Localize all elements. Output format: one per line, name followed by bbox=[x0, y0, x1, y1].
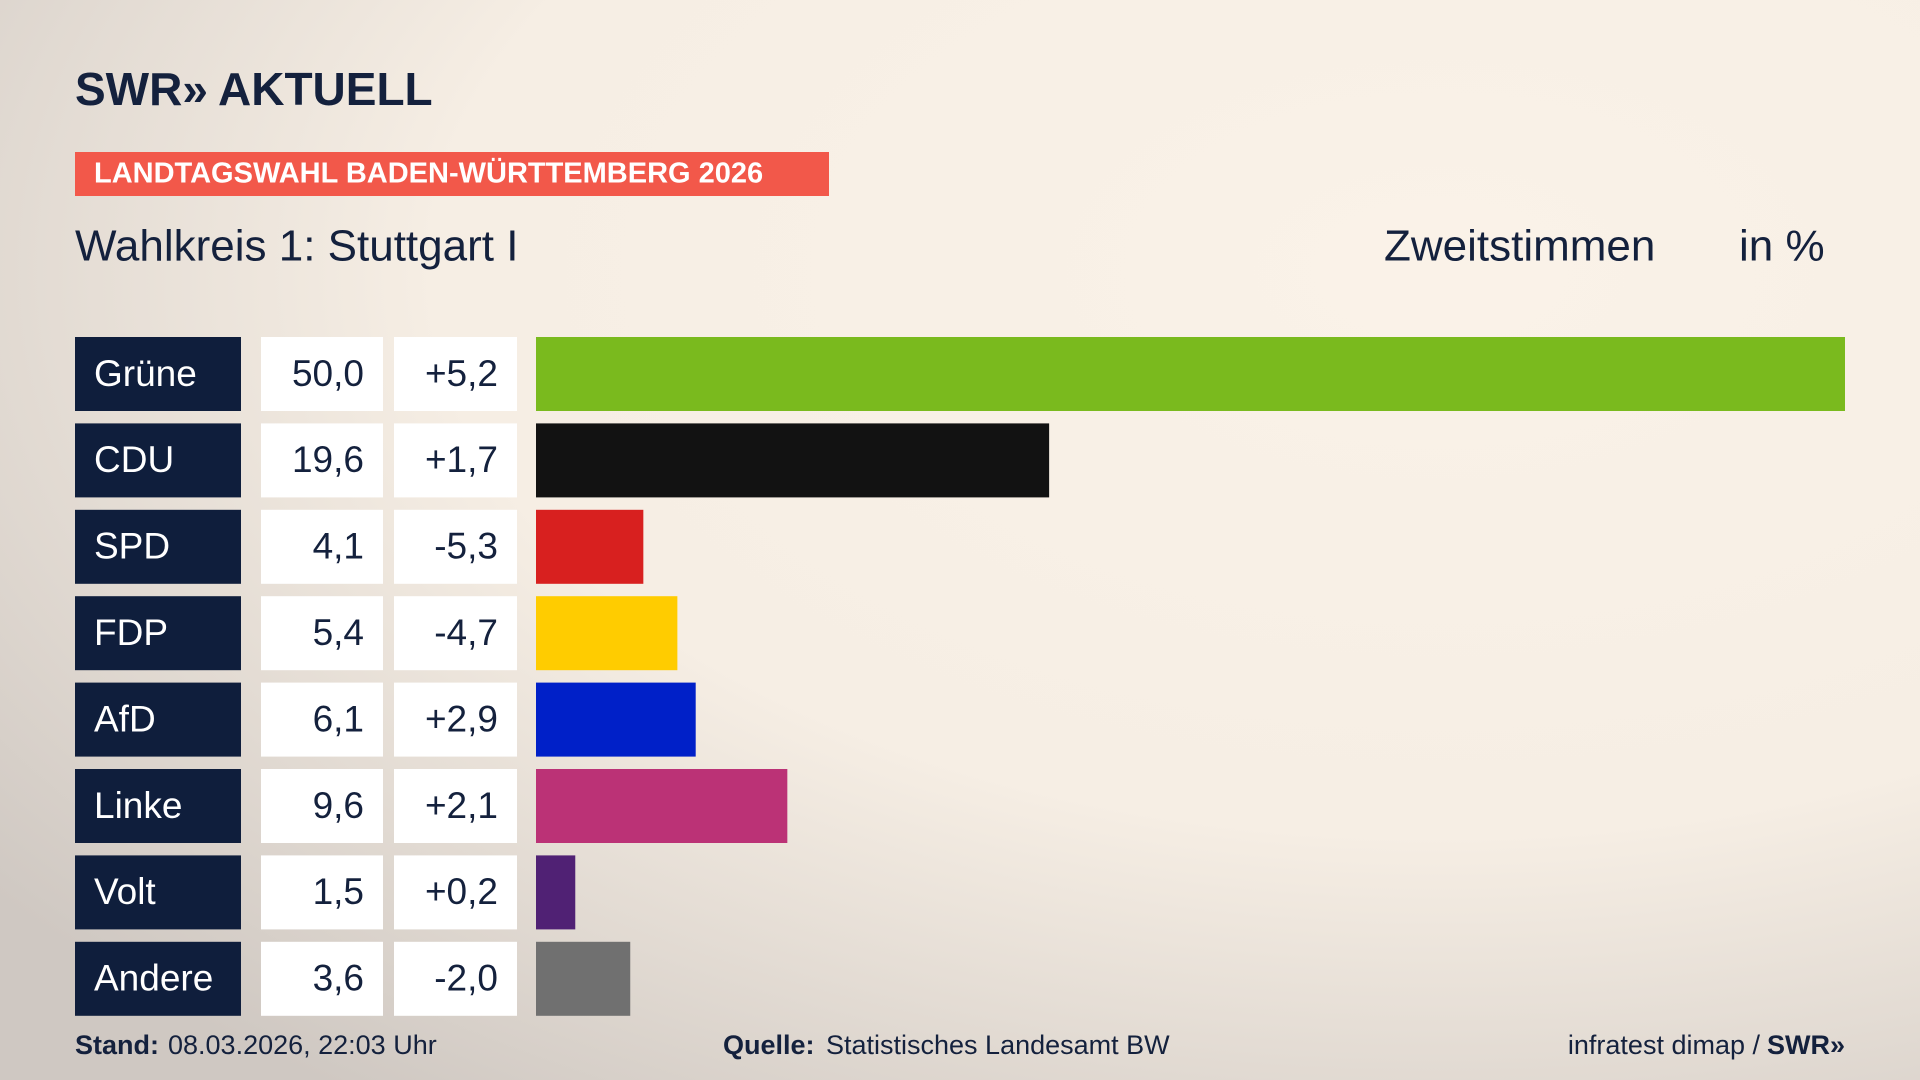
brand: SWR» bbox=[75, 63, 208, 115]
change-label: +0,2 bbox=[425, 871, 498, 912]
change-cell bbox=[394, 941, 517, 1016]
change-cell bbox=[394, 509, 517, 584]
change-cell bbox=[394, 596, 517, 671]
change-cell bbox=[394, 769, 517, 843]
change-label: +2,1 bbox=[425, 785, 498, 826]
value-label: 9,6 bbox=[313, 785, 364, 826]
change-cell bbox=[394, 423, 517, 498]
change-label: +5,2 bbox=[425, 353, 498, 394]
change-cell bbox=[394, 855, 517, 930]
brand-suffix: AKTUELL bbox=[218, 63, 433, 115]
value-label: 5,4 bbox=[313, 612, 364, 653]
name-cell bbox=[75, 682, 241, 757]
change-label: -2,0 bbox=[434, 958, 498, 999]
value-label: 3,6 bbox=[313, 958, 364, 999]
value-label: 19,6 bbox=[292, 439, 364, 480]
change-cell bbox=[394, 337, 517, 411]
value-cell bbox=[261, 509, 383, 584]
value-label: 6,1 bbox=[313, 698, 364, 739]
value-label: 50,0 bbox=[292, 353, 364, 394]
category-label: Volt bbox=[94, 871, 156, 912]
value-cell bbox=[261, 941, 383, 1016]
value-cell bbox=[261, 682, 383, 757]
bar bbox=[536, 682, 696, 757]
value-cell bbox=[261, 337, 383, 411]
bar bbox=[536, 941, 631, 1016]
change-label: +1,7 bbox=[425, 439, 498, 480]
chart-title: Wahlkreis 1: Stuttgart I bbox=[75, 222, 518, 271]
name-cell bbox=[75, 596, 241, 671]
bar bbox=[536, 855, 576, 930]
source-label: Quelle: bbox=[723, 1030, 815, 1060]
category-label: Andere bbox=[94, 958, 213, 999]
bar bbox=[536, 509, 644, 584]
change-cell bbox=[394, 682, 517, 757]
category-label: Grüne bbox=[94, 353, 197, 394]
change-label: -5,3 bbox=[434, 526, 498, 567]
banner-bg bbox=[75, 152, 829, 196]
category-label: SPD bbox=[94, 526, 170, 567]
name-cell bbox=[75, 337, 241, 411]
category-label: CDU bbox=[94, 439, 174, 480]
name-cell bbox=[75, 855, 241, 930]
value-cell bbox=[261, 596, 383, 671]
bar bbox=[536, 423, 1050, 498]
unit: in % bbox=[1739, 222, 1825, 271]
name-cell bbox=[75, 769, 241, 843]
measure: Zweitstimmen bbox=[1384, 222, 1655, 271]
bar bbox=[536, 596, 678, 671]
change-label: -4,7 bbox=[434, 612, 498, 653]
value-cell bbox=[261, 769, 383, 843]
banner: LANDTAGSWAHL BADEN-WÜRTTEMBERG 2026 bbox=[94, 157, 763, 190]
category-label: FDP bbox=[94, 612, 168, 653]
credit-brand: SWR» bbox=[1767, 1030, 1845, 1060]
value-cell bbox=[261, 423, 383, 498]
name-cell bbox=[75, 941, 241, 1016]
value-label: 4,1 bbox=[313, 526, 364, 567]
credit: infratest dimap / bbox=[1568, 1030, 1761, 1060]
category-label: Linke bbox=[94, 785, 182, 826]
stand: 08.03.2026, 22:03 Uhr bbox=[168, 1030, 437, 1060]
stand-label: Stand: bbox=[75, 1030, 159, 1060]
source: Statistisches Landesamt BW bbox=[826, 1030, 1170, 1060]
name-cell bbox=[75, 423, 241, 498]
bar bbox=[536, 337, 1845, 411]
value-cell bbox=[261, 855, 383, 930]
bar bbox=[536, 769, 788, 843]
name-cell bbox=[75, 509, 241, 584]
category-label: AfD bbox=[94, 698, 156, 739]
value-label: 1,5 bbox=[313, 871, 364, 912]
change-label: +2,9 bbox=[425, 698, 498, 739]
